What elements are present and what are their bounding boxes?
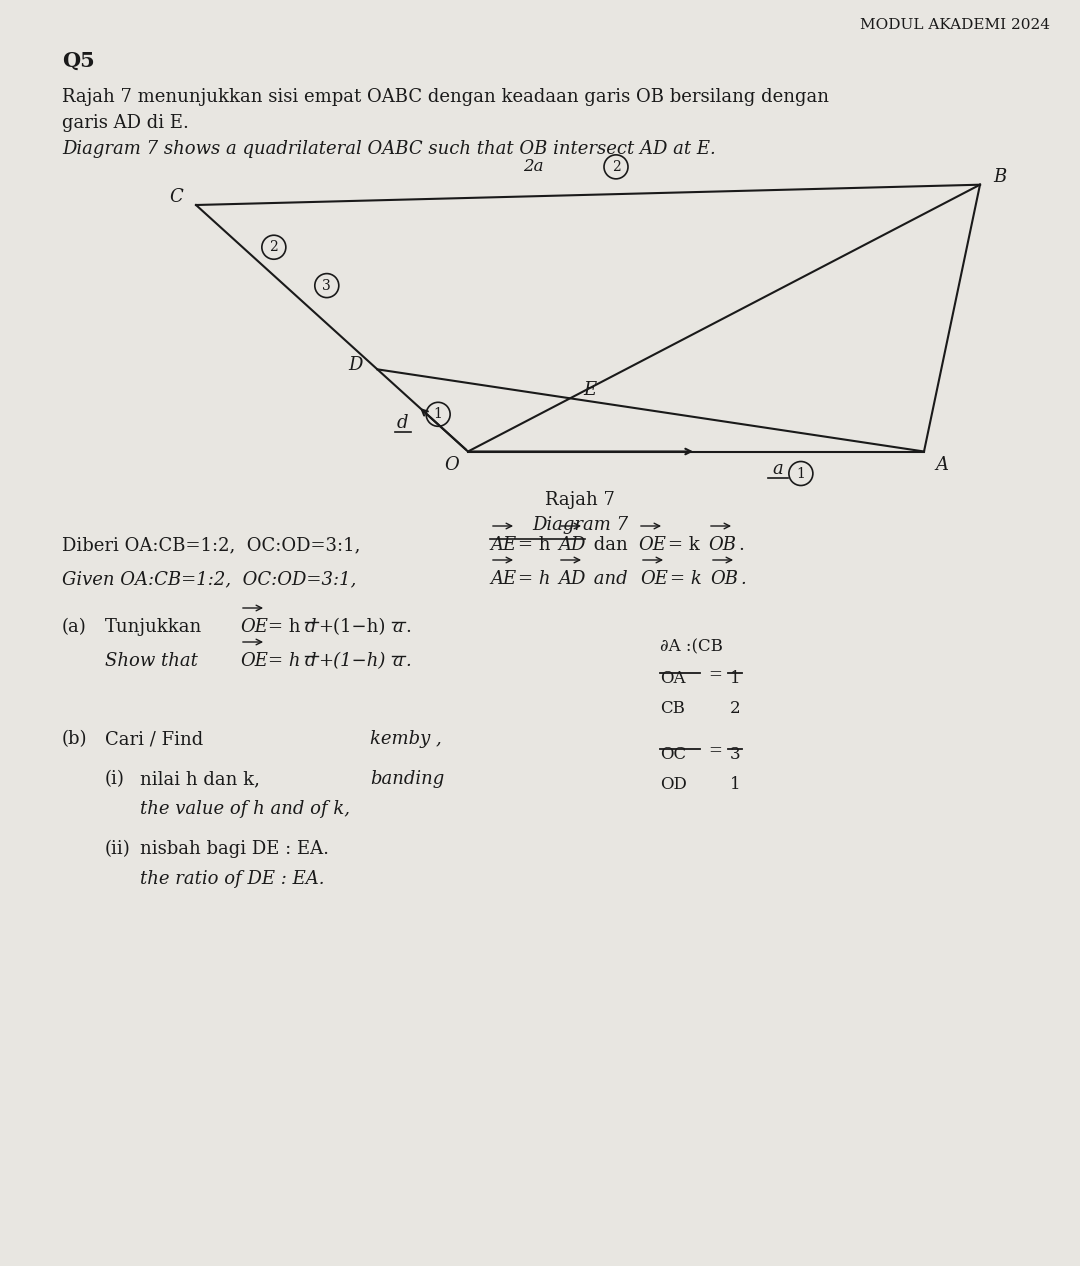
Text: Diagram 7: Diagram 7 <box>532 517 629 534</box>
Text: (ii): (ii) <box>105 841 131 858</box>
Text: Rajah 7: Rajah 7 <box>545 491 615 509</box>
Text: Tunjukkan: Tunjukkan <box>105 618 202 636</box>
Text: dan: dan <box>588 536 627 555</box>
Text: =: = <box>708 666 721 682</box>
Text: OB: OB <box>708 536 735 555</box>
Text: banding: banding <box>370 770 444 787</box>
Text: a: a <box>772 461 783 479</box>
Text: = h: = h <box>518 536 551 555</box>
Text: OE: OE <box>640 570 667 587</box>
Text: OE: OE <box>638 536 666 555</box>
Text: Diagram 7 shows a quadrilateral OABC such that OB intersect AD at E.: Diagram 7 shows a quadrilateral OABC suc… <box>62 141 716 158</box>
Text: B: B <box>994 167 1007 186</box>
Text: = k: = k <box>669 536 700 555</box>
Text: garis AD di E.: garis AD di E. <box>62 114 189 132</box>
Text: OC: OC <box>660 746 686 763</box>
Text: 1: 1 <box>730 776 741 793</box>
Text: AD: AD <box>558 536 585 555</box>
Text: OE: OE <box>240 652 268 670</box>
Text: nilai h dan k,: nilai h dan k, <box>140 770 260 787</box>
Text: (b): (b) <box>62 730 87 748</box>
Text: d: d <box>305 618 316 636</box>
Text: = h: = h <box>518 570 551 587</box>
Text: .: . <box>405 652 410 670</box>
Text: +(1−h): +(1−h) <box>318 618 386 636</box>
Text: 1: 1 <box>730 670 741 687</box>
Text: 3: 3 <box>730 746 741 763</box>
Text: 1: 1 <box>796 466 806 481</box>
Text: (i): (i) <box>105 770 125 787</box>
Text: AE: AE <box>490 570 516 587</box>
Text: .: . <box>405 618 410 636</box>
Text: 2: 2 <box>270 241 279 254</box>
Text: = k: = k <box>670 570 702 587</box>
Text: = h: = h <box>268 652 300 670</box>
Text: A: A <box>935 457 948 475</box>
Text: C: C <box>170 187 183 206</box>
Text: Cari / Find: Cari / Find <box>105 730 203 748</box>
Text: = h: = h <box>268 618 300 636</box>
Text: 1: 1 <box>434 408 443 422</box>
Text: .: . <box>740 570 746 587</box>
Text: MODUL AKADEMI 2024: MODUL AKADEMI 2024 <box>860 18 1050 32</box>
Text: (a): (a) <box>62 618 86 636</box>
Text: =: = <box>708 742 721 760</box>
Text: d: d <box>397 414 408 432</box>
Text: +(1−h): +(1−h) <box>318 652 386 670</box>
Text: kemby ,: kemby , <box>370 730 442 748</box>
Text: and: and <box>588 570 627 587</box>
Text: d: d <box>305 652 316 670</box>
Text: 2: 2 <box>730 700 741 717</box>
Text: nisbah bagi DE : EA.: nisbah bagi DE : EA. <box>140 841 329 858</box>
Text: AE: AE <box>490 536 516 555</box>
Text: Show that: Show that <box>105 652 198 670</box>
Text: 2a: 2a <box>523 158 543 176</box>
Text: a: a <box>392 652 403 670</box>
Text: OB: OB <box>710 570 738 587</box>
Text: 3: 3 <box>323 279 332 292</box>
Text: Rajah 7 menunjukkan sisi empat OABC dengan keadaan garis OB bersilang dengan: Rajah 7 menunjukkan sisi empat OABC deng… <box>62 89 829 106</box>
Text: .: . <box>738 536 744 555</box>
Text: the value of h and of k,: the value of h and of k, <box>140 800 350 818</box>
Text: CB: CB <box>660 700 685 717</box>
Text: AD: AD <box>558 570 585 587</box>
Text: D: D <box>348 356 363 375</box>
Text: 2: 2 <box>611 160 620 173</box>
Text: OA: OA <box>660 670 686 687</box>
Text: the ratio of DE : EA.: the ratio of DE : EA. <box>140 870 324 887</box>
Text: OE: OE <box>240 618 268 636</box>
Text: OD: OD <box>660 776 687 793</box>
Text: a: a <box>392 618 403 636</box>
Text: ∂A :(CB: ∂A :(CB <box>660 638 723 655</box>
Text: O: O <box>445 457 459 475</box>
Text: Q5: Q5 <box>62 51 95 71</box>
Text: E: E <box>583 381 596 399</box>
Text: Diberi OA:CB=1:2,  OC:OD=3:1,: Diberi OA:CB=1:2, OC:OD=3:1, <box>62 536 361 555</box>
Text: Given OA:CB=1:2,  OC:OD=3:1,: Given OA:CB=1:2, OC:OD=3:1, <box>62 570 356 587</box>
